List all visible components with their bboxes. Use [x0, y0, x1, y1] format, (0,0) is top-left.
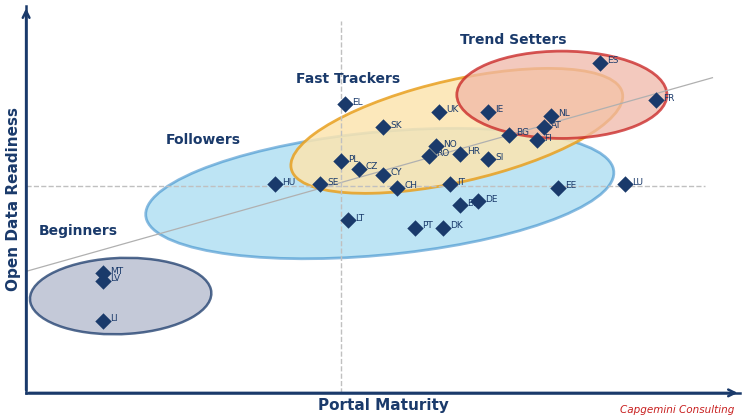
Text: SK: SK	[390, 121, 402, 129]
Text: BG: BG	[516, 128, 530, 137]
Text: PL: PL	[348, 155, 359, 164]
Point	[504, 131, 515, 138]
Text: MT: MT	[110, 267, 123, 276]
Ellipse shape	[457, 51, 667, 138]
Text: HU: HU	[282, 178, 295, 186]
Text: HR: HR	[467, 147, 480, 156]
Point	[342, 217, 354, 223]
Point	[97, 277, 109, 284]
Text: LU: LU	[632, 178, 643, 186]
Text: DE: DE	[485, 195, 498, 204]
Text: AT: AT	[551, 121, 562, 129]
Text: LV: LV	[110, 274, 120, 284]
Point	[97, 270, 109, 277]
Point	[552, 184, 564, 191]
Text: CY: CY	[390, 168, 402, 177]
Point	[483, 156, 495, 163]
Point	[353, 166, 365, 172]
Ellipse shape	[145, 128, 614, 259]
Point	[595, 59, 606, 66]
Point	[472, 198, 484, 204]
Ellipse shape	[30, 258, 211, 334]
Point	[483, 109, 495, 115]
Text: SI: SI	[495, 153, 504, 162]
Text: LT: LT	[355, 214, 364, 223]
Point	[377, 171, 389, 178]
Point	[545, 112, 557, 119]
Text: ES: ES	[607, 56, 618, 65]
Point	[433, 109, 445, 115]
Text: BE: BE	[467, 199, 479, 207]
Text: SE: SE	[327, 178, 339, 186]
Text: EL: EL	[352, 98, 363, 107]
Point	[409, 224, 421, 231]
Ellipse shape	[291, 68, 623, 193]
Point	[444, 181, 456, 187]
Text: Trend Setters: Trend Setters	[460, 33, 567, 47]
Text: Capgemini Consulting: Capgemini Consulting	[621, 405, 735, 415]
Y-axis label: Open Data Readiness: Open Data Readiness	[5, 107, 21, 291]
Text: NO: NO	[443, 140, 457, 149]
Point	[430, 143, 442, 150]
Text: FI: FI	[545, 134, 552, 143]
Text: IE: IE	[495, 106, 504, 114]
Text: NL: NL	[558, 109, 570, 118]
Point	[339, 101, 351, 108]
Text: IT: IT	[457, 178, 465, 186]
Point	[454, 202, 466, 208]
Point	[392, 184, 404, 191]
Point	[531, 137, 543, 144]
Text: PT: PT	[421, 221, 433, 230]
Text: CH: CH	[404, 181, 417, 190]
Text: Beginners: Beginners	[39, 224, 118, 238]
Text: CZ: CZ	[366, 163, 378, 171]
Text: EE: EE	[565, 181, 577, 190]
Point	[454, 150, 466, 157]
Text: UK: UK	[446, 106, 459, 114]
X-axis label: Portal Maturity: Portal Maturity	[318, 398, 448, 414]
Text: RO: RO	[436, 149, 449, 158]
Text: Fast Trackers: Fast Trackers	[295, 72, 400, 86]
Text: LI: LI	[110, 314, 118, 323]
Point	[437, 224, 449, 231]
Point	[269, 181, 280, 187]
Point	[314, 181, 326, 187]
Text: Followers: Followers	[166, 133, 241, 147]
Point	[619, 181, 631, 187]
Point	[97, 317, 109, 324]
Point	[335, 158, 347, 165]
Text: FR: FR	[663, 94, 675, 103]
Point	[539, 124, 551, 130]
Point	[377, 124, 389, 130]
Point	[651, 97, 662, 104]
Text: DK: DK	[450, 221, 463, 230]
Point	[423, 152, 435, 159]
